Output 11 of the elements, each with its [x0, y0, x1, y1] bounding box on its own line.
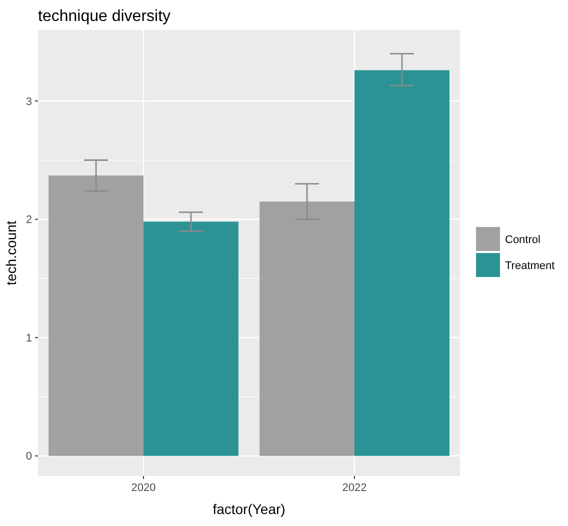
y-tick-label: 2: [26, 214, 32, 226]
y-axis-title: tech.count: [3, 220, 19, 286]
chart-title: technique diversity: [38, 8, 171, 25]
x-axis-title: factor(Year): [212, 501, 286, 517]
x-tick-label: 2022: [342, 482, 367, 494]
legend-label: Treatment: [505, 260, 555, 272]
y-tick-label: 0: [26, 450, 32, 463]
x-tick-label: 2020: [131, 482, 156, 494]
y-tick-label: 1: [26, 332, 32, 344]
y-tick-label: 3: [26, 96, 32, 108]
legend-label: Control: [505, 234, 540, 246]
